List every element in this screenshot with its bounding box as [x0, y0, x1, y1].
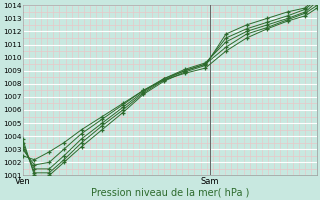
X-axis label: Pression niveau de la mer( hPa ): Pression niveau de la mer( hPa ) [91, 187, 249, 197]
